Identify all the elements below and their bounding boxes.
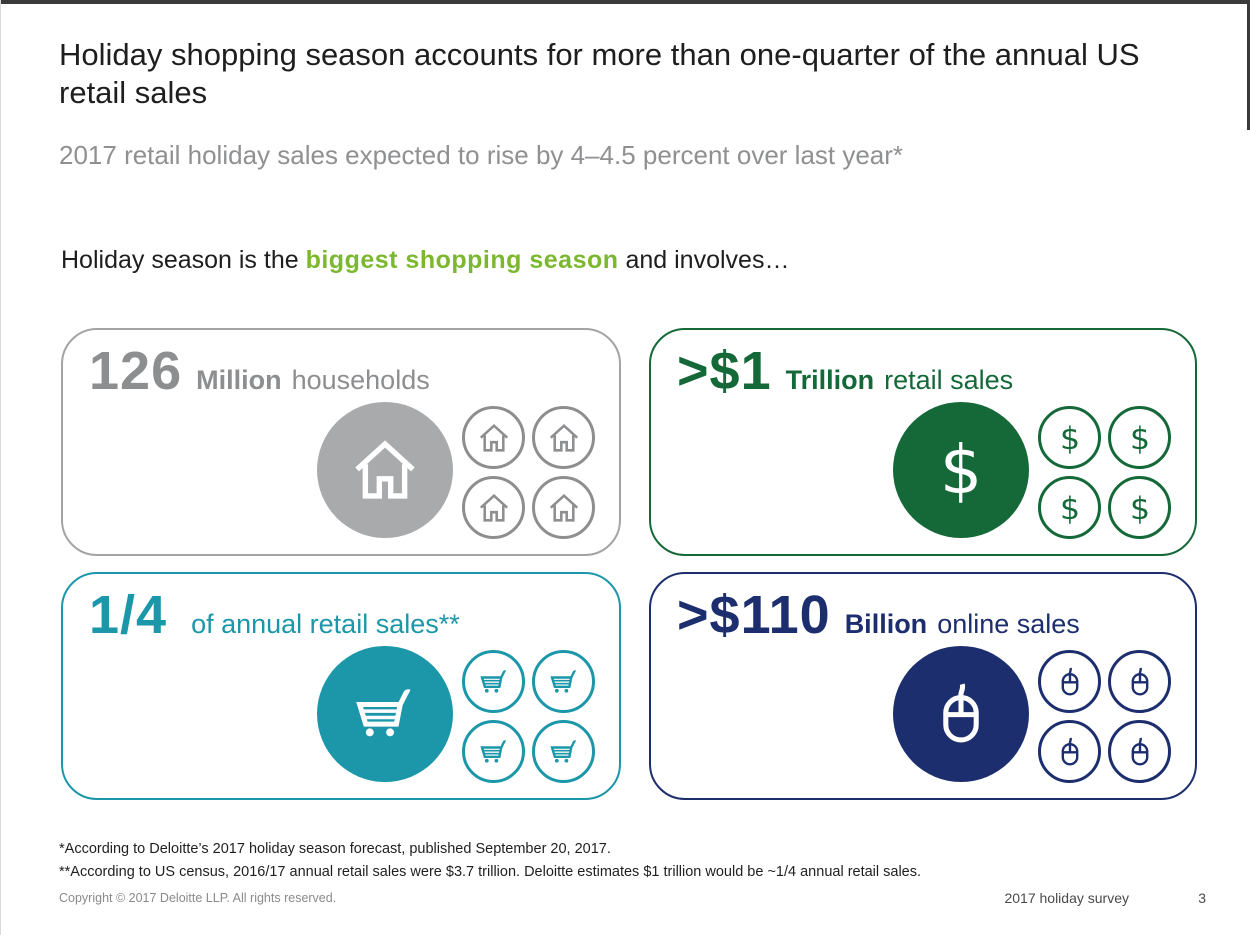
- stat-value: >$110: [677, 585, 831, 645]
- stat-card-quarter-of-sales: 1/4 of annual retail sales**: [61, 572, 621, 800]
- lead-sentence: Holiday season is the biggest shopping s…: [61, 246, 1201, 275]
- mouse-icon: [1061, 737, 1078, 765]
- dollar-icon: $: [1059, 490, 1079, 525]
- cart-icon: [549, 669, 576, 693]
- big-circle: $: [893, 402, 1029, 538]
- house-icon: [479, 423, 508, 452]
- stat-label: households: [291, 365, 430, 395]
- small-dollar-icon: $: [1108, 476, 1171, 539]
- lead-highlight: biggest shopping season: [305, 246, 619, 274]
- small-icons-grid: [462, 650, 595, 783]
- footnote-1: *According to Deloitte’s 2017 holiday se…: [59, 841, 611, 857]
- small-mouse-icon: [1108, 720, 1171, 783]
- stat-label: online sales: [937, 609, 1080, 639]
- page-number: 3: [1198, 890, 1206, 906]
- small-icons-grid: [462, 406, 595, 539]
- lead-suffix: and involves…: [618, 246, 790, 274]
- house-icon: [479, 493, 508, 522]
- svg-text:$: $: [1059, 490, 1079, 525]
- mouse-icon: [1131, 667, 1148, 695]
- small-house-icon: [462, 476, 525, 539]
- stat-card-header: >$110 Billion online sales: [651, 574, 1195, 642]
- svg-text:$: $: [1129, 490, 1149, 525]
- small-mouse-icon: [1038, 720, 1101, 783]
- svg-text:$: $: [1059, 420, 1079, 455]
- stat-value: >$1: [677, 341, 772, 401]
- small-cart-icon: [462, 650, 525, 713]
- dollar-icon: $: [1059, 420, 1079, 455]
- cart-icon: [356, 689, 411, 737]
- page-title: Holiday shopping season accounts for mor…: [59, 37, 1140, 111]
- svg-text:$: $: [940, 432, 982, 508]
- small-cart-icon: [462, 720, 525, 783]
- mouse-icon: [943, 683, 979, 743]
- small-mouse-icon: [1038, 650, 1101, 713]
- stat-card-header: >$1 Trillion retail sales: [651, 330, 1195, 398]
- stat-card-header: 1/4 of annual retail sales**: [63, 574, 619, 642]
- small-house-icon: [532, 406, 595, 469]
- small-dollar-icon: $: [1038, 476, 1101, 539]
- footer-survey-label: 2017 holiday survey: [1004, 890, 1129, 906]
- house-icon: [549, 423, 578, 452]
- mouse-icon: [1061, 667, 1078, 695]
- small-dollar-icon: $: [1108, 406, 1171, 469]
- big-circle: [317, 646, 453, 782]
- house-icon: [355, 440, 415, 499]
- copyright-text: Copyright © 2017 Deloitte LLP. All right…: [59, 891, 337, 905]
- window-right-edge: [1247, 0, 1250, 130]
- window-top-edge: [1, 0, 1250, 4]
- small-house-icon: [532, 476, 595, 539]
- dollar-icon: $: [1129, 490, 1149, 525]
- small-icons-grid: [1038, 650, 1171, 783]
- small-icons-grid: $ $ $ $: [1038, 406, 1171, 539]
- stat-value: 1/4: [89, 585, 168, 645]
- svg-text:$: $: [1129, 420, 1149, 455]
- small-house-icon: [462, 406, 525, 469]
- stat-label: of annual retail sales**: [191, 609, 460, 639]
- lead-prefix: Holiday season is the: [61, 246, 306, 274]
- stat-unit: Million: [196, 365, 282, 395]
- dollar-icon: $: [940, 432, 982, 508]
- cart-icon: [479, 739, 506, 763]
- footnotes: *According to Deloitte’s 2017 holiday se…: [59, 838, 921, 884]
- cart-icon: [549, 739, 576, 763]
- stat-unit: Trillion: [785, 365, 875, 395]
- stat-value: 126: [89, 341, 183, 401]
- stat-card-online-sales: >$110 Billion online sales: [649, 572, 1197, 800]
- small-mouse-icon: [1108, 650, 1171, 713]
- stat-card-header: 126 Million households: [63, 330, 619, 398]
- small-cart-icon: [532, 650, 595, 713]
- footnote-2: **According to US census, 2016/17 annual…: [59, 864, 922, 881]
- stat-card-households: 126 Million households: [61, 328, 621, 556]
- dollar-icon: $: [1129, 420, 1149, 455]
- house-icon: [549, 493, 578, 522]
- stat-card-retail-sales: >$1 Trillion retail sales $ $ $ $ $: [649, 328, 1197, 556]
- small-cart-icon: [532, 720, 595, 783]
- stat-unit: Billion: [844, 609, 928, 639]
- big-circle: [317, 402, 453, 538]
- stat-label: retail sales: [884, 365, 1014, 395]
- mouse-icon: [1131, 737, 1148, 765]
- small-dollar-icon: $: [1038, 406, 1101, 469]
- big-circle: [893, 646, 1029, 782]
- page-subtitle: 2017 retail holiday sales expected to ri…: [59, 140, 904, 170]
- cart-icon: [479, 669, 506, 693]
